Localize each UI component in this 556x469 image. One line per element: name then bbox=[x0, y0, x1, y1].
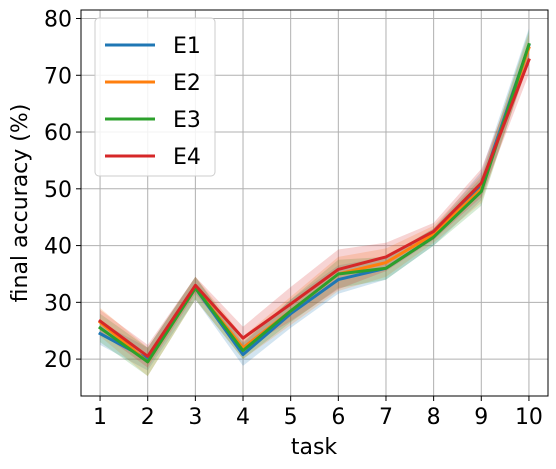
series-line-e3 bbox=[98, 42, 531, 364]
y-tick-label: 40 bbox=[44, 235, 72, 260]
y-axis-ticks: 20 30 40 50 60 70 80 bbox=[44, 8, 81, 373]
series-lines bbox=[97, 42, 531, 364]
x-tick-label: 3 bbox=[188, 405, 202, 430]
x-tick-label: 1 bbox=[93, 405, 107, 430]
legend-label: E3 bbox=[173, 108, 201, 133]
band-e1 bbox=[100, 28, 529, 371]
x-axis-ticks: 1 2 3 4 5 6 7 8 9 10 bbox=[93, 396, 543, 430]
confidence-bands bbox=[100, 28, 529, 377]
x-tick-label: 5 bbox=[284, 405, 298, 430]
x-tick-label: 7 bbox=[379, 405, 393, 430]
y-tick-label: 80 bbox=[44, 8, 72, 33]
legend-item-e2: E2 bbox=[105, 71, 201, 96]
plot-frame bbox=[80, 9, 549, 397]
y-tick-label: 30 bbox=[44, 291, 72, 316]
legend-label: E4 bbox=[173, 145, 201, 170]
y-tick-label: 70 bbox=[44, 64, 72, 89]
x-tick-label: 6 bbox=[331, 405, 345, 430]
x-tick-label: 2 bbox=[141, 405, 155, 430]
x-axis-label: task bbox=[291, 435, 338, 460]
band-e2 bbox=[100, 33, 529, 377]
x-tick-label: 9 bbox=[474, 405, 488, 430]
series-line-e4 bbox=[98, 58, 531, 358]
legend: E1 E2 E3 E4 bbox=[94, 17, 216, 177]
y-tick-label: 50 bbox=[44, 178, 72, 203]
band-e4 bbox=[100, 45, 529, 368]
x-tick-label: 10 bbox=[515, 405, 543, 430]
y-axis-label: final accuracy (%) bbox=[8, 104, 33, 303]
legend-label: E1 bbox=[173, 34, 201, 59]
legend-label: E2 bbox=[173, 71, 201, 96]
legend-item-e4: E4 bbox=[105, 145, 201, 170]
legend-item-e1: E1 bbox=[105, 34, 201, 59]
y-tick-label: 60 bbox=[44, 121, 72, 146]
legend-box bbox=[94, 17, 216, 177]
y-tick-label: 20 bbox=[44, 348, 72, 373]
legend-item-e3: E3 bbox=[105, 108, 201, 133]
x-tick-label: 8 bbox=[427, 405, 441, 430]
x-tick-label: 4 bbox=[236, 405, 250, 430]
